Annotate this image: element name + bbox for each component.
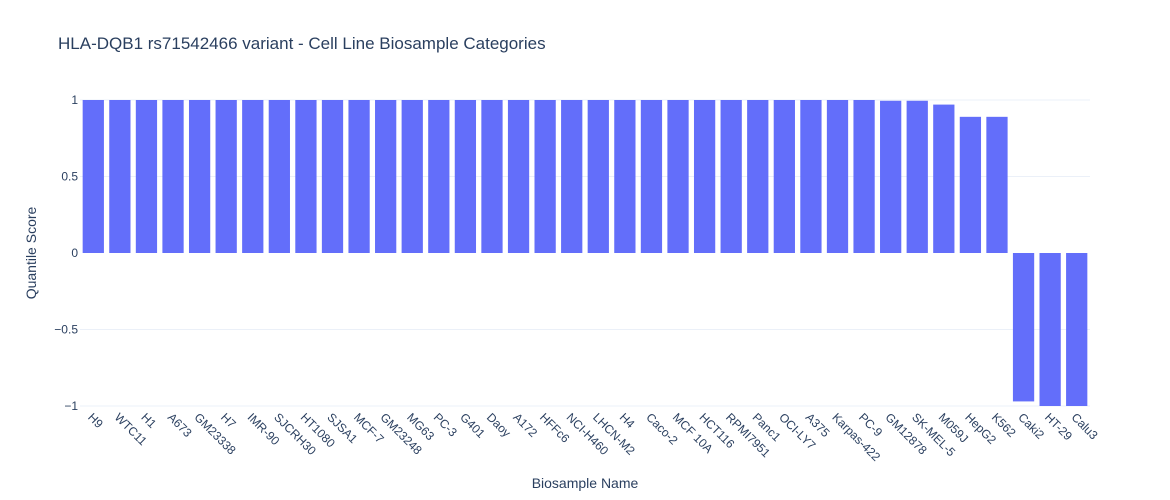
bar[interactable] <box>188 100 211 253</box>
bar[interactable] <box>507 100 530 253</box>
bar[interactable] <box>880 100 902 253</box>
bar[interactable] <box>959 116 982 253</box>
bar[interactable] <box>268 100 290 253</box>
bar[interactable] <box>853 100 875 253</box>
y-tick-label: −1 <box>64 399 78 413</box>
bar[interactable] <box>933 104 955 253</box>
x-tick-label: Daoy <box>484 410 514 440</box>
bar[interactable] <box>986 116 1008 253</box>
bar[interactable] <box>481 100 503 253</box>
bar[interactable] <box>135 100 158 253</box>
bar[interactable] <box>375 100 397 253</box>
y-axis-title: Quantile Score <box>23 206 39 299</box>
bar[interactable] <box>906 100 928 253</box>
x-tick-label: H1 <box>138 410 159 431</box>
y-axis-ticks: 1 0.5 0 −0.5 −1 <box>54 93 78 413</box>
x-tick-label: H9 <box>85 410 106 431</box>
x-tick-label: H7 <box>218 410 239 431</box>
chart-title: HLA-DQB1 rs71542466 variant - Cell Line … <box>58 34 546 53</box>
bar[interactable] <box>1066 253 1088 406</box>
bar[interactable] <box>773 100 795 253</box>
bar[interactable] <box>82 100 104 253</box>
bar[interactable] <box>640 100 663 253</box>
bar[interactable] <box>295 100 317 253</box>
bar[interactable] <box>1012 253 1035 402</box>
bar[interactable] <box>747 100 769 253</box>
bar[interactable] <box>109 100 131 253</box>
bar[interactable] <box>587 100 609 253</box>
bar[interactable] <box>428 100 450 253</box>
bar[interactable] <box>401 100 423 253</box>
x-axis-title: Biosample Name <box>532 475 639 491</box>
x-tick-label: G401 <box>457 410 488 441</box>
bar[interactable] <box>162 100 184 253</box>
y-tick-label: −0.5 <box>54 323 78 337</box>
bar[interactable] <box>454 100 477 253</box>
bar[interactable] <box>800 100 822 253</box>
x-tick-label: Calu3 <box>1069 410 1101 442</box>
y-tick-label: 0.5 <box>61 170 78 184</box>
bar[interactable] <box>561 100 583 253</box>
bar[interactable] <box>242 100 264 253</box>
bar[interactable] <box>321 100 344 253</box>
x-tick-label: HT-29 <box>1042 410 1075 443</box>
bar[interactable] <box>534 100 556 253</box>
bar[interactable] <box>667 100 689 253</box>
y-tick-label: 1 <box>71 93 78 107</box>
bars <box>82 100 1088 406</box>
y-tick-label: 0 <box>71 246 78 260</box>
bar[interactable] <box>215 100 237 253</box>
x-tick-label: A673 <box>165 410 195 440</box>
bar[interactable] <box>1039 253 1061 406</box>
x-tick-label: Caki2 <box>1015 410 1047 442</box>
x-tick-label: H4 <box>617 410 638 431</box>
bar[interactable] <box>720 100 742 253</box>
bar[interactable] <box>614 100 636 253</box>
bar[interactable] <box>348 100 370 253</box>
bar[interactable] <box>826 100 849 253</box>
bar[interactable] <box>693 100 716 253</box>
x-tick-label: A172 <box>510 410 540 440</box>
